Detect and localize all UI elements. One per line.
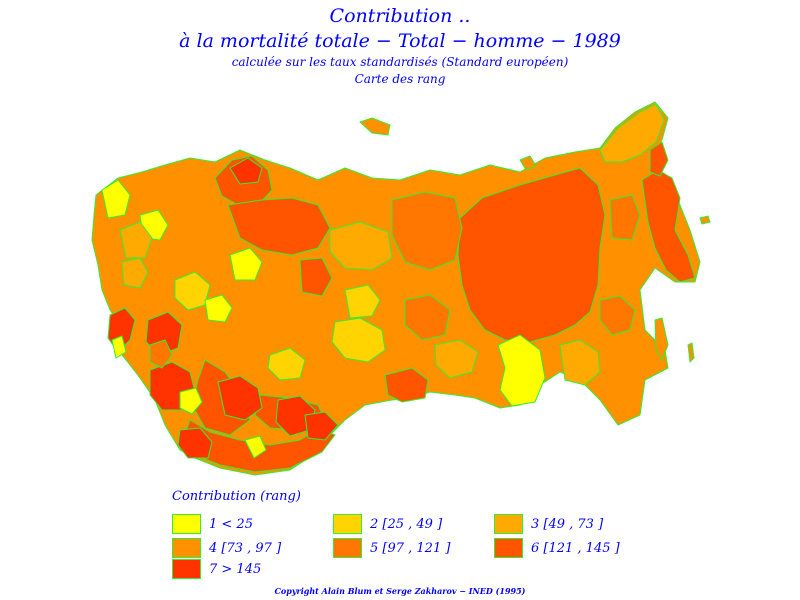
region-krasnoyarsk-south <box>404 294 451 341</box>
region-tajik <box>244 435 267 459</box>
legend-label-1: 1 < 25 <box>209 516 253 532</box>
region-chukotka-coast <box>649 141 669 177</box>
island-kuril <box>687 342 695 363</box>
legend-title: Contribution (rang) <box>172 489 301 504</box>
region-amur <box>599 295 636 336</box>
subtitle-method: calculée sur les taux standardisés (Stan… <box>231 55 569 69</box>
legend-label-2: 2 [25 , 49 ] <box>370 516 443 532</box>
legend-label-5: 5 [97 , 121 ] <box>370 540 451 556</box>
region-ukraine-east <box>267 347 306 381</box>
island-wrangel <box>699 215 711 225</box>
region-west-siberia-south <box>331 317 386 363</box>
subtitle-map-type: Carte des rang <box>354 72 446 86</box>
legend-swatch-5 <box>333 538 362 558</box>
region-eastern-siberia <box>457 167 606 343</box>
legend-label-4: 4 [73 , 97 ] <box>209 540 282 556</box>
region-far-north-east <box>599 103 665 163</box>
region-urals-north <box>329 221 393 271</box>
legend-label-6: 6 [121 , 145 ] <box>531 540 620 556</box>
region-komi <box>227 197 331 256</box>
title-block: Contribution .. à la mortalité totale − … <box>0 4 800 88</box>
legend-item-1: 1 < 25 <box>172 513 253 535</box>
region-transcaucasus <box>177 427 213 459</box>
title-line-2: à la mortalité totale − Total − homme − … <box>179 30 621 52</box>
region-volga-middle <box>204 294 233 323</box>
region-ukraine-west <box>149 339 173 369</box>
region-evenki <box>391 191 463 271</box>
region-altai <box>384 367 429 403</box>
legend-item-6: 6 [121 , 145 ] <box>494 537 620 559</box>
region-central-asia-b <box>304 411 339 441</box>
region-kola <box>229 157 263 185</box>
legend-swatch-4 <box>172 538 201 558</box>
region-yakutia-south <box>559 339 601 386</box>
legend-label-3: 3 [49 , 73 ] <box>531 516 604 532</box>
region-central-russia <box>174 271 211 311</box>
title-line-1: Contribution .. <box>329 5 471 27</box>
region-kazakh-west <box>119 221 153 259</box>
legend-item-7: 7 > 145 <box>172 558 261 580</box>
legend-item-3: 3 [49 , 73 ] <box>494 513 603 535</box>
region-tomsk <box>344 284 381 319</box>
legend-item-5: 5 [97 , 121 ] <box>333 537 450 559</box>
region-north-kazakh <box>217 375 263 421</box>
region-moscow <box>229 247 263 281</box>
legend-swatch-3 <box>494 514 523 534</box>
island-novaya-zemlya <box>359 117 391 136</box>
region-kamchatka <box>641 169 696 283</box>
copyright-footer: Copyright Alain Blum et Serge Zakharov −… <box>274 586 526 596</box>
legend-swatch-2 <box>333 514 362 534</box>
region-primorye-west <box>497 334 546 407</box>
legend-swatch-1 <box>172 514 201 534</box>
region-stavropol <box>179 387 203 415</box>
legend-swatch-7 <box>172 559 201 579</box>
region-kazakh-central <box>434 339 479 379</box>
region-magadan <box>609 194 641 241</box>
region-moldova <box>111 335 127 359</box>
legend-label-7: 7 > 145 <box>209 561 262 577</box>
island-severnaya-zemlya <box>519 155 537 171</box>
region-baltic-north <box>101 179 131 219</box>
island-sakhalin <box>654 317 669 361</box>
legend-item-2: 2 [25 , 49 ] <box>333 513 442 535</box>
region-belarus-west <box>121 257 149 289</box>
legend-item-4: 4 [73 , 97 ] <box>172 537 281 559</box>
region-chelyabinsk <box>299 257 333 297</box>
legend-swatch-6 <box>494 538 523 558</box>
